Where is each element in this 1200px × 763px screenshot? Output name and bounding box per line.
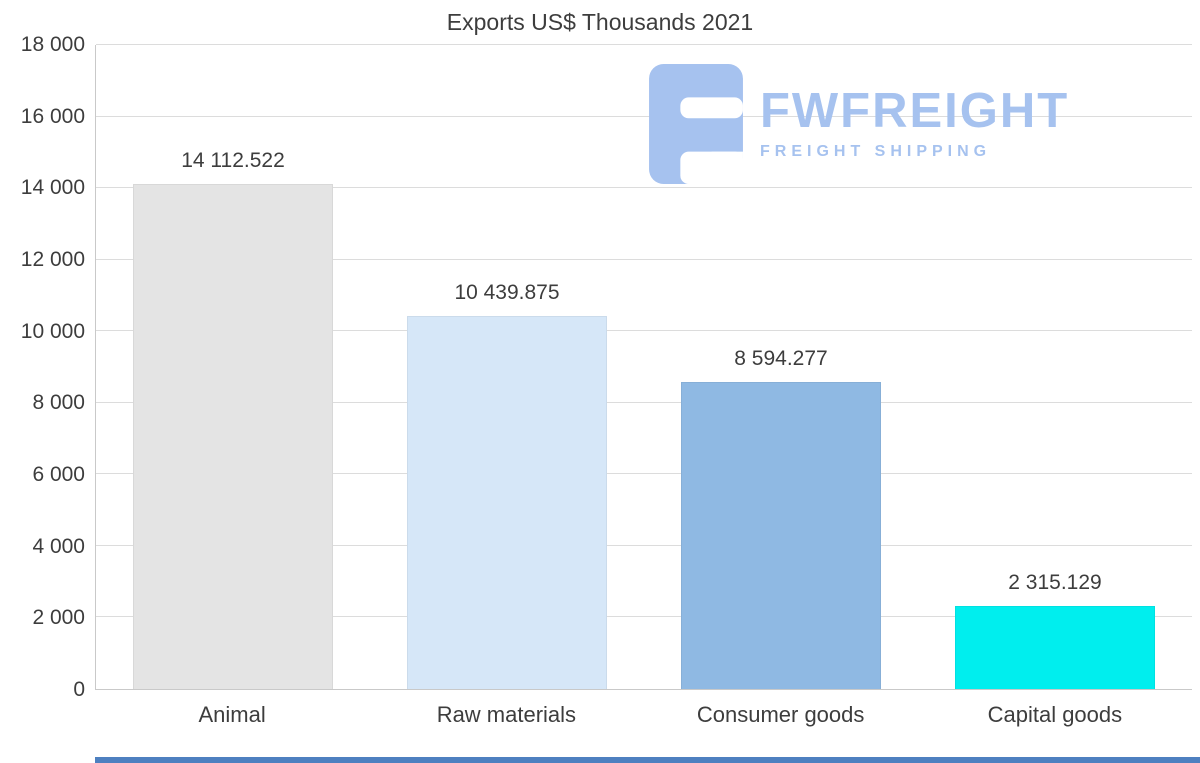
bar-raw-materials [407,315,607,689]
watermark: FWFREIGHT FREIGHT SHIPPING [648,64,1086,184]
gridline [96,401,1192,403]
bar-value-label: 2 315.129 [1008,571,1102,595]
watermark-text-block: FWFREIGHT FREIGHT SHIPPING [760,64,1086,161]
bar-slot-raw-materials: 10 439.875 [370,45,644,689]
gridline [96,258,1192,260]
y-tick-label: 0 [73,678,85,701]
x-tick-label-capital-goods: Capital goods [987,702,1123,727]
y-tick-label: 10 000 [20,319,85,343]
plot-area: 14 112.522 10 439.875 8 594.277 2 315.129 [95,44,1192,690]
bar-consumer-goods [681,381,881,689]
gridline [96,616,1192,618]
chart-title: Exports US$ Thousands 2021 [446,9,754,35]
x-tick-label-animal: Animal [198,702,266,727]
gridline [96,187,1192,189]
gridline [96,44,1192,45]
watermark-brand: FWFREIGHT [760,84,1070,138]
bar-value-label: 10 439.875 [454,280,560,304]
y-tick-label: 6 000 [32,463,85,486]
fwfreight-logo-icon [648,64,744,184]
y-tick-label: 4 000 [32,534,85,558]
bar-slot-animal: 14 112.522 [96,45,370,689]
y-tick-label: 2 000 [32,606,85,630]
y-axis: 0 2 000 4 000 6 000 8 000 10 000 12 000 14 000 1… [0,33,85,701]
gridline [96,544,1192,546]
x-tick-label-consumer-goods: Consumer goods [696,702,865,727]
bar-slot-consumer-goods: 8 594.277 [644,45,918,689]
y-tick-label: 18 000 [20,33,85,56]
bar-capital-goods [955,606,1155,689]
bar-value-label: 8 594.277 [734,346,828,370]
y-tick-label: 16 000 [20,104,85,128]
x-tick-label-raw-materials: Raw materials [436,702,577,727]
gridline [96,330,1192,332]
y-tick-label: 12 000 [20,248,85,271]
bar-animal [133,184,333,689]
y-tick-label: 8 000 [32,391,85,415]
y-tick-label: 14 000 [20,176,85,200]
gridline [96,115,1192,117]
bar-slot-capital-goods: 2 315.129 [918,45,1192,689]
gridline [96,473,1192,475]
bar-value-label: 14 112.522 [181,149,285,173]
watermark-tagline: FREIGHT SHIPPING [760,143,992,161]
x-axis: Animal Raw materials Consumer goods Capital… [95,702,1192,728]
bottom-strip [95,757,1200,763]
